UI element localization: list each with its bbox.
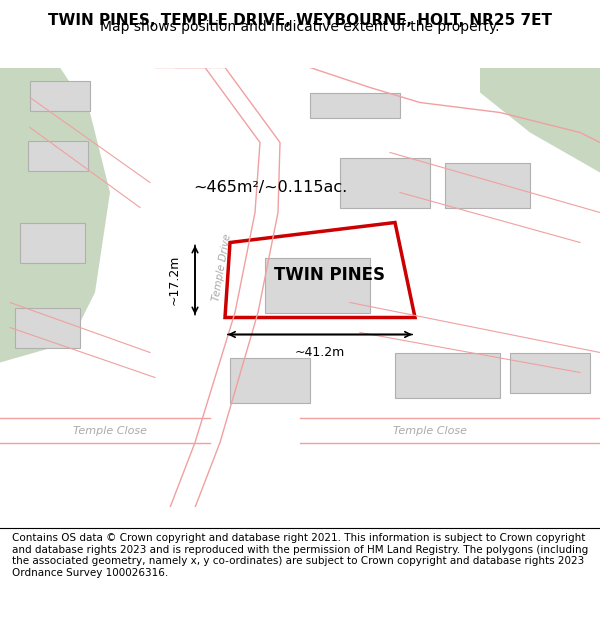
Polygon shape — [310, 92, 400, 118]
Text: TWIN PINES: TWIN PINES — [275, 266, 386, 284]
Text: ~41.2m: ~41.2m — [295, 346, 345, 359]
Polygon shape — [265, 258, 370, 312]
Text: ~465m²/~0.115ac.: ~465m²/~0.115ac. — [193, 180, 347, 195]
Text: Temple Close: Temple Close — [393, 426, 467, 436]
Polygon shape — [510, 352, 590, 392]
Polygon shape — [28, 141, 88, 171]
Polygon shape — [340, 158, 430, 208]
Text: ~17.2m: ~17.2m — [168, 255, 181, 305]
Polygon shape — [395, 352, 500, 398]
Text: Temple Drive: Temple Drive — [211, 233, 233, 302]
Polygon shape — [0, 68, 110, 362]
Polygon shape — [20, 222, 85, 262]
Polygon shape — [30, 81, 90, 111]
Polygon shape — [15, 308, 80, 348]
Text: TWIN PINES, TEMPLE DRIVE, WEYBOURNE, HOLT, NR25 7ET: TWIN PINES, TEMPLE DRIVE, WEYBOURNE, HOL… — [48, 13, 552, 28]
Polygon shape — [230, 357, 310, 402]
Polygon shape — [480, 68, 600, 173]
Text: Temple Close: Temple Close — [73, 426, 147, 436]
Text: Map shows position and indicative extent of the property.: Map shows position and indicative extent… — [100, 20, 500, 34]
Text: Contains OS data © Crown copyright and database right 2021. This information is : Contains OS data © Crown copyright and d… — [12, 533, 588, 578]
Polygon shape — [445, 162, 530, 208]
